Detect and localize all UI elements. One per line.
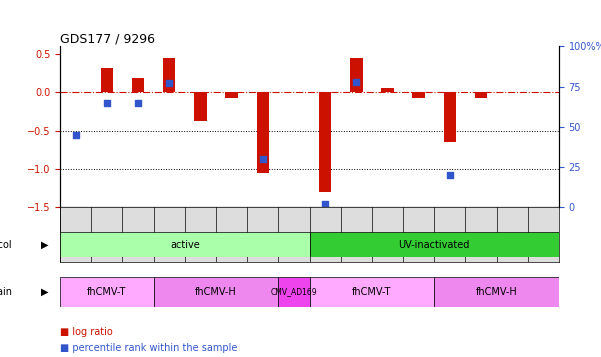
Bar: [257, 92, 269, 173]
Text: GSM833: GSM833: [294, 207, 303, 239]
Bar: [100, 68, 113, 92]
Text: ▶: ▶: [41, 240, 49, 250]
Text: ■ percentile rank within the sample: ■ percentile rank within the sample: [60, 343, 237, 353]
Bar: [319, 92, 331, 192]
Text: fhCMV-T: fhCMV-T: [352, 287, 392, 297]
Bar: [412, 92, 425, 98]
Point: [71, 132, 81, 138]
Point: [165, 81, 174, 86]
Text: GSM6824: GSM6824: [388, 207, 397, 243]
FancyBboxPatch shape: [154, 277, 278, 307]
Text: ▶: ▶: [41, 287, 49, 297]
Point: [445, 172, 454, 178]
Bar: [381, 89, 394, 92]
Text: GSM830: GSM830: [200, 207, 209, 239]
Text: GSM6822: GSM6822: [325, 207, 334, 243]
Text: GSM831: GSM831: [231, 207, 240, 239]
Text: GSM829: GSM829: [169, 207, 178, 239]
Point: [352, 79, 361, 85]
Point: [133, 100, 143, 106]
Text: fhCMV-H: fhCMV-H: [195, 287, 237, 297]
Bar: [444, 92, 456, 142]
Bar: [132, 78, 144, 92]
Text: CMV_AD169: CMV_AD169: [270, 287, 317, 296]
Text: active: active: [170, 240, 200, 250]
Bar: [225, 92, 238, 98]
FancyBboxPatch shape: [435, 277, 559, 307]
Bar: [350, 58, 362, 92]
Text: ■ log ratio: ■ log ratio: [60, 327, 113, 337]
Text: GSM825: GSM825: [76, 207, 85, 239]
Point: [102, 100, 112, 106]
Text: GDS177 / 9296: GDS177 / 9296: [60, 32, 155, 45]
Bar: [194, 92, 207, 121]
Point: [258, 156, 267, 162]
Text: GSM6821: GSM6821: [543, 207, 552, 243]
Text: GSM6819: GSM6819: [481, 207, 490, 243]
FancyBboxPatch shape: [60, 277, 154, 307]
FancyBboxPatch shape: [310, 277, 435, 307]
Text: GSM6818: GSM6818: [450, 207, 459, 243]
Text: strain: strain: [0, 287, 12, 297]
Text: UV-inactivated: UV-inactivated: [398, 240, 470, 250]
Bar: [475, 92, 487, 98]
Text: fhCMV-H: fhCMV-H: [476, 287, 517, 297]
Text: GSM828: GSM828: [138, 207, 147, 238]
Text: fhCMV-T: fhCMV-T: [87, 287, 127, 297]
Bar: [163, 58, 175, 92]
FancyBboxPatch shape: [278, 277, 310, 307]
Text: GSM6825: GSM6825: [419, 207, 428, 243]
Text: protocol: protocol: [0, 240, 12, 250]
Text: GSM6823: GSM6823: [356, 207, 365, 243]
Text: GSM6820: GSM6820: [512, 207, 521, 243]
Text: GSM832: GSM832: [263, 207, 272, 239]
FancyBboxPatch shape: [60, 232, 310, 257]
Text: GSM827: GSM827: [107, 207, 116, 239]
FancyBboxPatch shape: [310, 232, 559, 257]
Point: [320, 201, 330, 207]
